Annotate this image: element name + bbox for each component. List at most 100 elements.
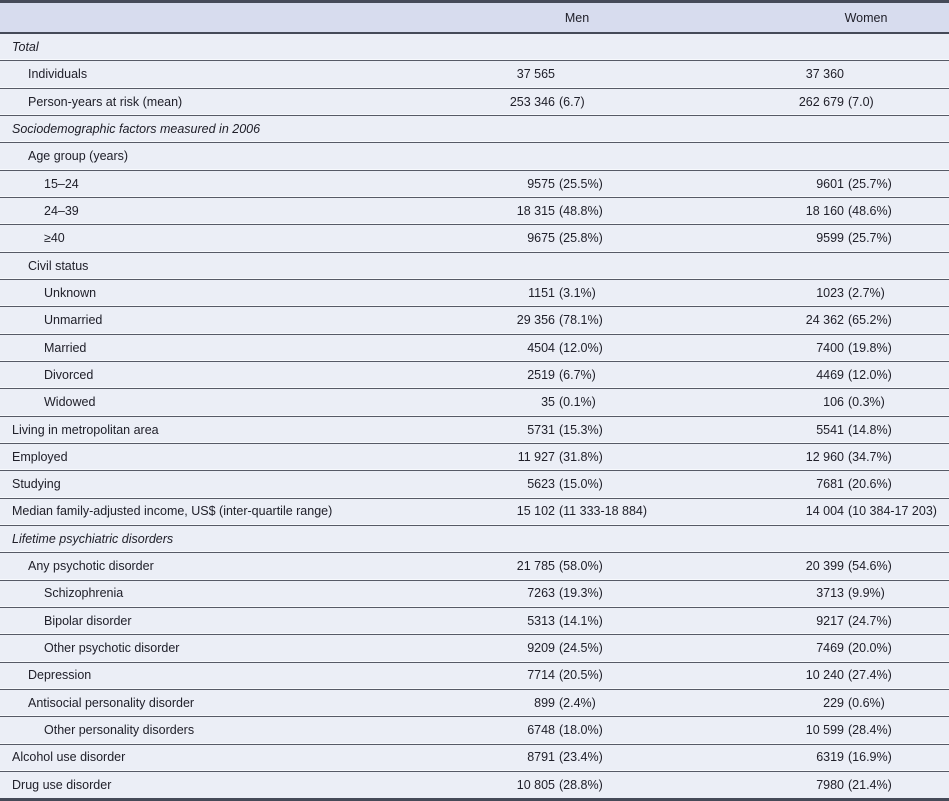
column-header-women: Women <box>844 10 888 25</box>
men-value-number: 253 346 <box>509 94 555 109</box>
table-row: Schizophrenia 7263 (19.3%) 3713 (9.9%) <box>0 580 949 608</box>
row-label: Unknown <box>44 285 97 300</box>
women-value-paren: (2.7%) <box>848 285 885 300</box>
table-row: Median family-adjusted income, US$ (inte… <box>0 498 949 526</box>
row-label: Other psychotic disorder <box>44 641 180 656</box>
men-value-paren: (11 333-18 884) <box>559 504 648 519</box>
men-value-paren: (15.3%) <box>559 422 603 437</box>
table-row: Employed 11 927 (31.8%) 12 960 (34.7%) <box>0 443 949 472</box>
table-row: Unknown 1151 (3.1%) 1023 (2.7%) <box>0 279 949 308</box>
women-value-paren: (19.8%) <box>848 340 892 355</box>
women-value-number: 7469 <box>816 641 844 656</box>
table-body: Total Individuals 37 565 37 360 Person-years… <box>0 34 949 799</box>
women-value-number: 9599 <box>816 231 844 246</box>
men-value-paren: (58.0%) <box>559 559 603 574</box>
men-value-paren: (25.5%) <box>559 176 603 191</box>
row-label: Bipolar disorder <box>44 613 132 628</box>
women-value-number: 106 <box>823 395 844 410</box>
women-value-paren: (0.3%) <box>848 395 885 410</box>
men-value-number: 10 805 <box>516 777 555 792</box>
men-value-number: 9675 <box>527 231 555 246</box>
women-value-paren: (14.8%) <box>848 422 892 437</box>
row-label: Antisocial personality disorder <box>28 695 195 710</box>
men-value-number: 8791 <box>527 750 555 765</box>
men-value-paren: (3.1%) <box>559 285 596 300</box>
row-label: Total <box>12 39 39 54</box>
row-label: Married <box>44 340 87 355</box>
row-label: Divorced <box>44 367 94 382</box>
row-label: Living in metropolitan area <box>12 422 159 437</box>
section-row: Lifetime psychiatric disorders <box>0 525 949 554</box>
women-value-number: 37 360 <box>805 67 844 82</box>
women-value-number: 18 160 <box>805 203 844 218</box>
column-header-men: Men <box>564 10 590 25</box>
men-value-number: 37 565 <box>516 67 555 82</box>
table-row: ≥40 9675 (25.8%) 9599 (25.7%) <box>0 225 949 253</box>
men-value-number: 6748 <box>527 723 555 738</box>
men-value-number: 35 <box>541 395 555 410</box>
men-value-paren: (28.8%) <box>559 777 603 792</box>
women-value-number: 20 399 <box>805 559 844 574</box>
women-value-paren: (25.7%) <box>848 176 892 191</box>
row-label: ≥40 <box>44 231 65 246</box>
men-value-number: 9575 <box>527 176 555 191</box>
women-value-number: 12 960 <box>805 449 844 464</box>
women-value-number: 229 <box>823 695 844 710</box>
men-value-paren: (78.1%) <box>559 313 603 328</box>
women-value-number: 7681 <box>816 477 844 492</box>
men-value-paren: (48.8%) <box>559 203 603 218</box>
men-value-paren: (6.7) <box>559 94 585 109</box>
women-value-number: 5541 <box>816 422 844 437</box>
row-label: Individuals <box>28 67 88 82</box>
table-row: Person-years at risk (mean) 253 346 (6.7) 2… <box>0 88 949 116</box>
men-value-paren: (31.8%) <box>559 449 603 464</box>
table-row: Drug use disorder 10 805 (28.8%) 7980 (21.4%… <box>0 771 949 799</box>
row-label: Employed <box>12 449 68 464</box>
women-value-number: 9217 <box>816 613 844 628</box>
men-value-number: 7263 <box>527 586 555 601</box>
women-value-paren: (21.4%) <box>848 777 892 792</box>
table-row: Living in metropolitan area 5731 (15.3%) 55… <box>0 416 949 444</box>
table-row: Age group (years) <box>0 143 949 171</box>
men-value-number: 9209 <box>527 641 555 656</box>
women-value-number: 1023 <box>816 285 844 300</box>
women-value-paren: (12.0%) <box>848 367 892 382</box>
table-row: Bipolar disorder 5313 (14.1%) 9217 (24.7%) <box>0 607 949 636</box>
table-row: Unmarried 29 356 (78.1%) 24 362 (65.2%) <box>0 307 949 335</box>
table-row: Divorced 2519 (6.7%) 4469 (12.0%) <box>0 361 949 390</box>
men-value-number: 4504 <box>527 340 555 355</box>
men-value-paren: (0.1%) <box>559 395 596 410</box>
men-value-paren: (2.4%) <box>559 695 596 710</box>
men-value-number: 5623 <box>527 477 555 492</box>
row-label: Depression <box>28 668 92 683</box>
women-value-paren: (10 384-17 203) <box>848 504 937 519</box>
table-row: Alcohol use disorder 8791 (23.4%) 6319 (16.9… <box>0 744 949 772</box>
women-value-paren: (65.2%) <box>848 313 892 328</box>
section-row: Sociodemographic factors measured in 200… <box>0 115 949 144</box>
women-value-paren: (28.4%) <box>848 723 892 738</box>
row-label: Unmarried <box>44 313 103 328</box>
men-value-number: 29 356 <box>516 313 555 328</box>
men-value-paren: (18.0%) <box>559 723 603 738</box>
women-value-paren: (0.6%) <box>848 695 885 710</box>
men-value-paren: (24.5%) <box>559 641 603 656</box>
men-value-paren: (15.0%) <box>559 477 603 492</box>
table-row: Any psychotic disorder 21 785 (58.0%) 20 39… <box>0 553 949 581</box>
row-label: Widowed <box>44 395 96 410</box>
row-label: Any psychotic disorder <box>28 559 154 574</box>
men-value-number: 21 785 <box>516 559 555 574</box>
row-label: Studying <box>12 477 61 492</box>
table-row: Civil status <box>0 252 949 280</box>
men-value-number: 899 <box>534 695 555 710</box>
women-value-paren: (25.7%) <box>848 231 892 246</box>
women-value-number: 10 599 <box>805 723 844 738</box>
row-label: Median family-adjusted income, US$ (inte… <box>12 504 333 519</box>
women-value-paren: (7.0) <box>848 94 874 109</box>
men-value-number: 11 927 <box>517 449 555 464</box>
men-value-number: 15 102 <box>516 504 555 519</box>
table-row: Other psychotic disorder 9209 (24.5%) 7469 (… <box>0 635 949 663</box>
row-label: Sociodemographic factors measured in 200… <box>12 121 261 136</box>
men-value-paren: (6.7%) <box>559 367 596 382</box>
women-value-number: 14 004 <box>805 504 844 519</box>
women-value-paren: (16.9%) <box>848 750 892 765</box>
